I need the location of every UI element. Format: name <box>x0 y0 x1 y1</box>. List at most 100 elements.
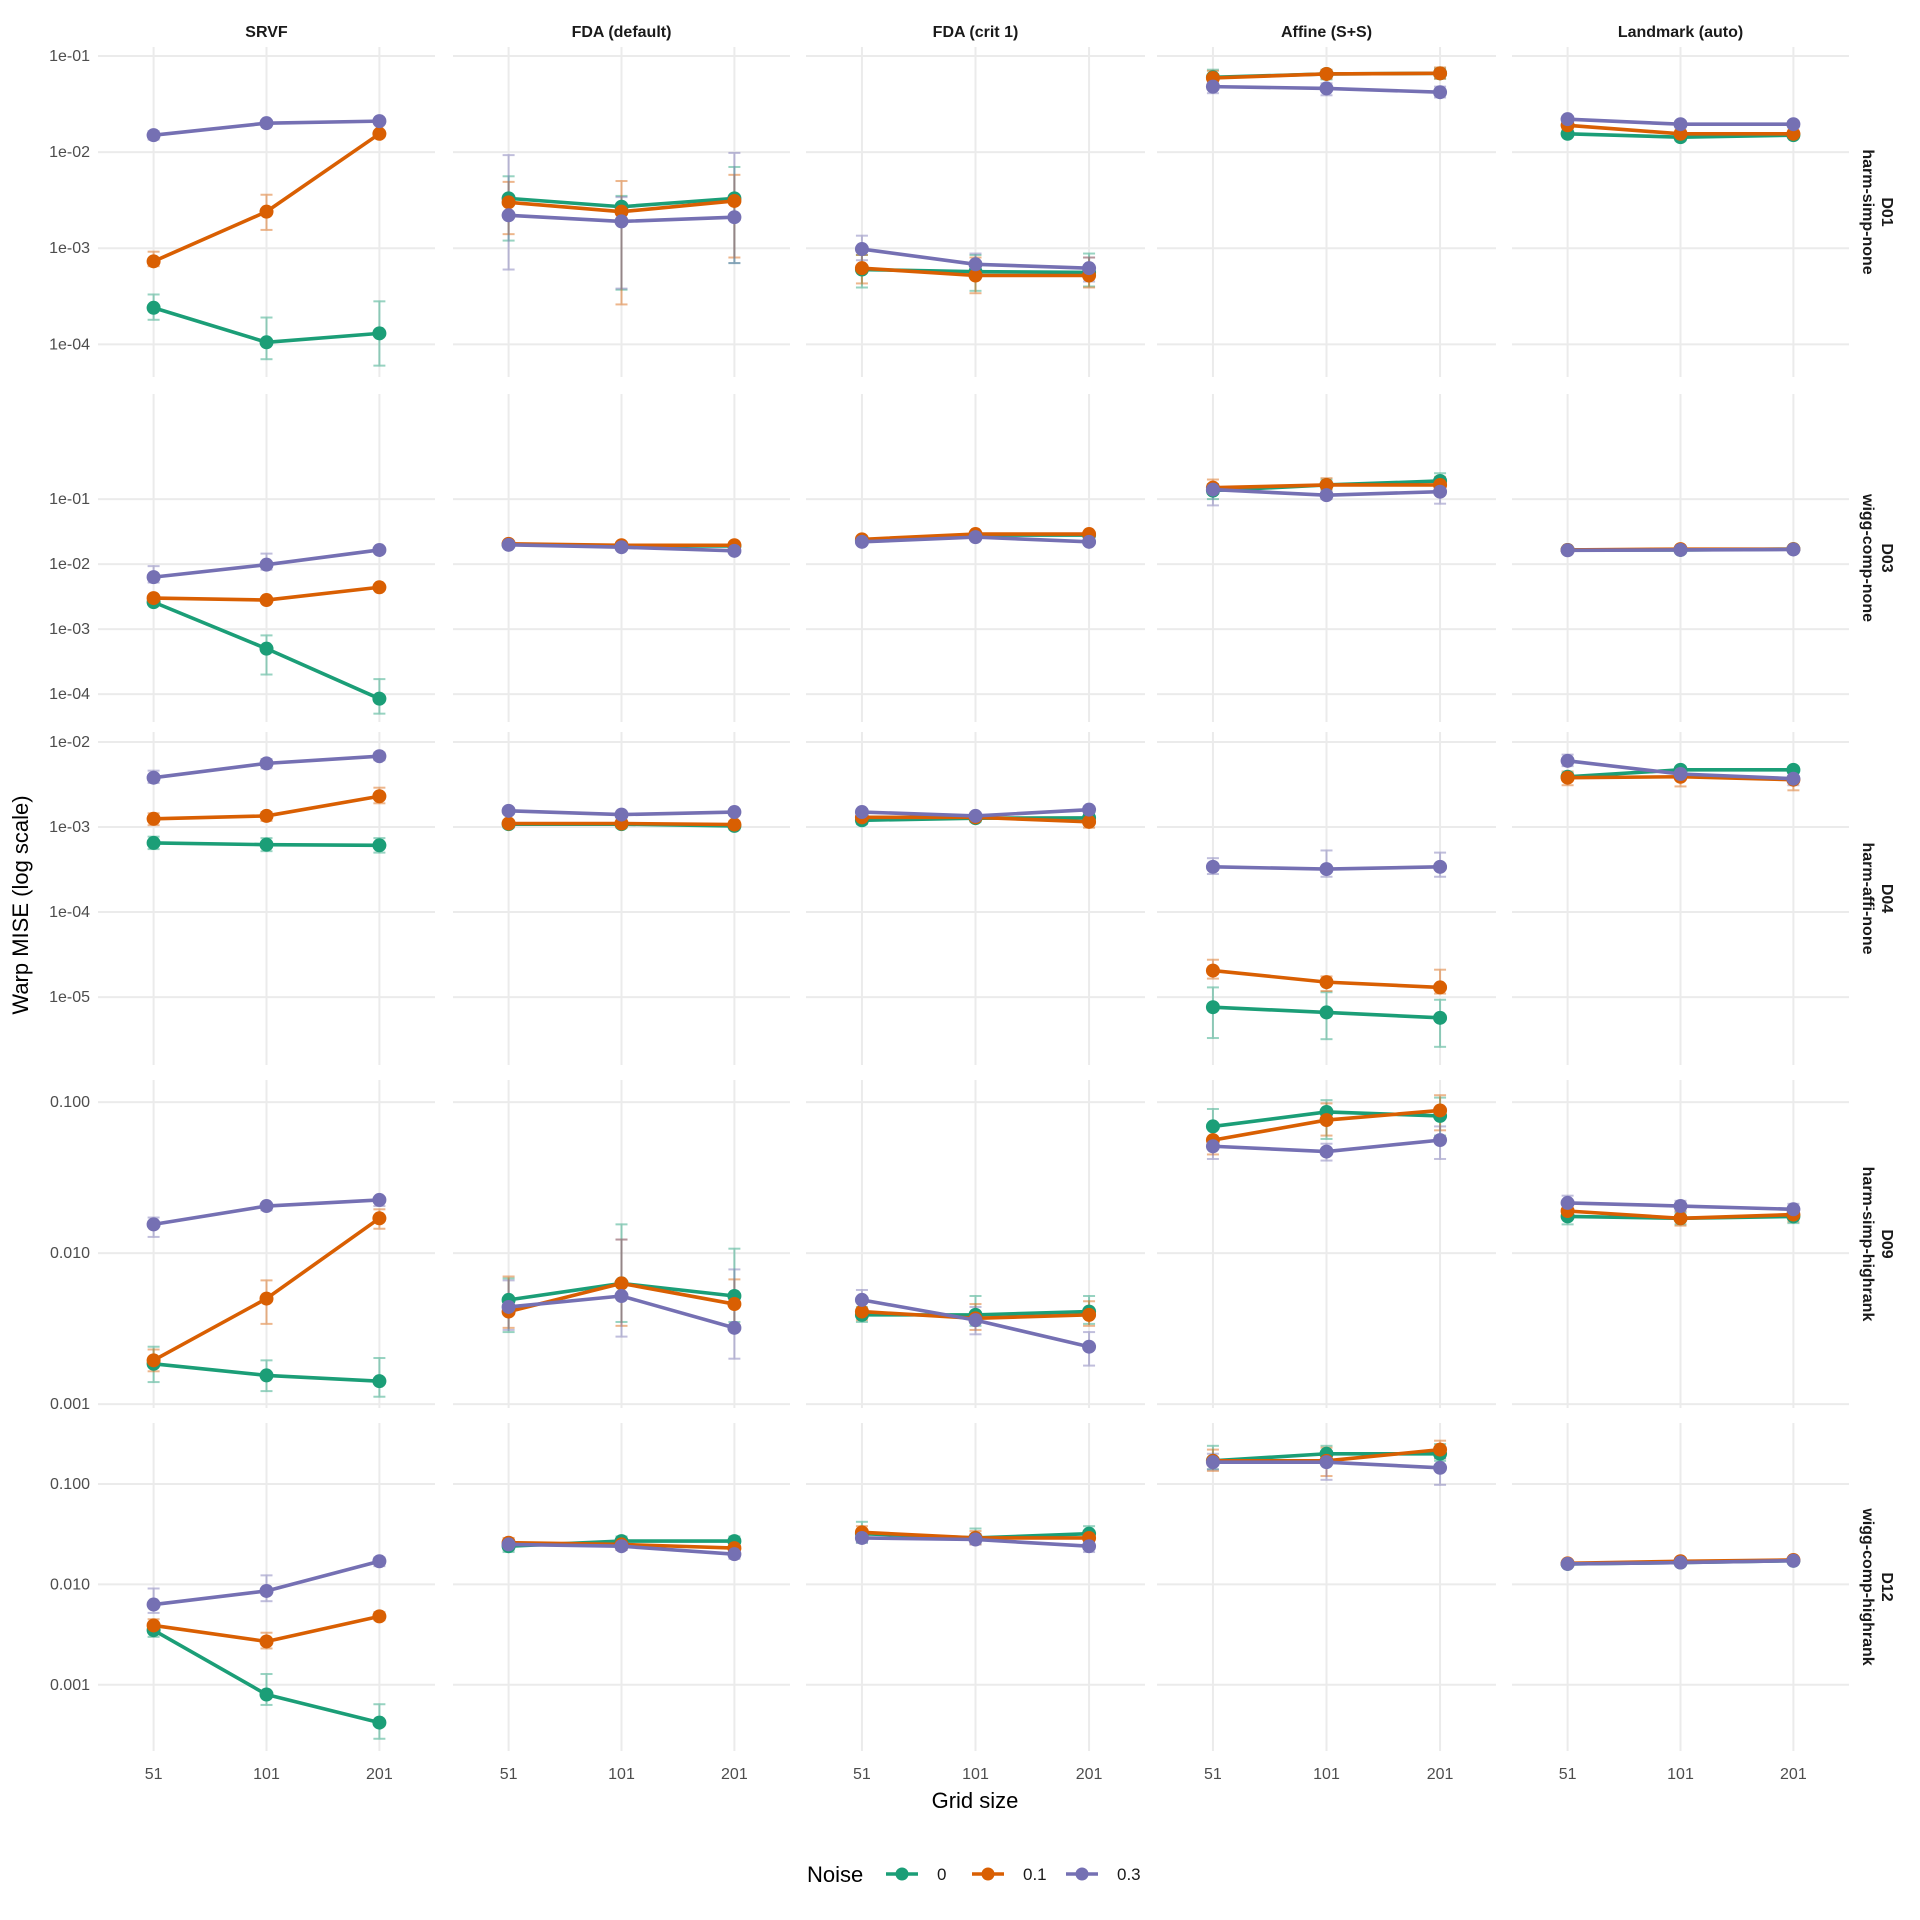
y-tick-label: 1e-03 <box>49 621 90 638</box>
panel-D01-0 <box>98 47 435 377</box>
data-point-noise-0.1 <box>1433 66 1448 81</box>
data-point-noise-0 <box>146 835 161 850</box>
panel-D03-3 <box>1157 394 1496 722</box>
y-axis-title: Warp MISE (log scale) <box>8 795 33 1014</box>
column-strip-label: FDA (default) <box>572 24 672 41</box>
data-point-noise-0.1 <box>501 195 516 210</box>
legend-label: 0.1 <box>1023 1865 1047 1884</box>
y-tick-label: 1e-04 <box>49 686 90 703</box>
panel-D03-1 <box>453 394 790 722</box>
panel-D01-4 <box>1512 47 1849 377</box>
data-point-noise-0.1 <box>146 1353 161 1368</box>
data-point-noise-0 <box>372 691 387 706</box>
data-point-noise-0.3 <box>372 1192 387 1207</box>
legend-point-key <box>895 1867 909 1881</box>
x-axis-title: Grid size <box>932 1788 1019 1813</box>
x-tick-label: 101 <box>253 1766 280 1783</box>
y-tick-label: 1e-01 <box>49 48 90 65</box>
data-point-noise-0.3 <box>727 543 742 558</box>
x-tick-label: 51 <box>853 1766 871 1783</box>
error-bar <box>728 1268 741 1360</box>
data-point-noise-0.3 <box>1673 542 1688 557</box>
data-point-noise-0.3 <box>1560 753 1575 768</box>
x-tick-label: 201 <box>366 1766 393 1783</box>
data-point-noise-0.1 <box>259 1634 274 1649</box>
data-point-noise-0.1 <box>1082 814 1097 829</box>
data-point-noise-0.3 <box>259 1199 274 1214</box>
y-tick-label: 0.001 <box>50 1677 90 1694</box>
data-point-noise-0.3 <box>968 1313 983 1328</box>
panel-D03-0 <box>98 394 435 722</box>
data-point-noise-0.3 <box>614 807 629 822</box>
data-point-noise-0.1 <box>259 204 274 219</box>
error-bar <box>615 1223 628 1323</box>
data-point-noise-0.3 <box>1560 1556 1575 1571</box>
data-point-noise-0.3 <box>1673 767 1688 782</box>
data-point-noise-0.3 <box>1205 1455 1220 1470</box>
data-point-noise-0.3 <box>1433 1133 1448 1148</box>
y-tick-label: 0.100 <box>50 1094 90 1111</box>
x-tick-label: 101 <box>1667 1766 1694 1783</box>
data-point-noise-0.3 <box>1082 261 1097 276</box>
row-strip-id: D09 <box>1878 1229 1895 1258</box>
data-point-noise-0.3 <box>501 537 516 552</box>
panel-D09-3 <box>1157 1080 1496 1408</box>
x-tick-label: 101 <box>962 1766 989 1783</box>
data-point-noise-0 <box>372 326 387 341</box>
panel-D09-1 <box>453 1080 790 1408</box>
data-point-noise-0.3 <box>727 210 742 225</box>
data-point-noise-0 <box>259 641 274 656</box>
data-point-noise-0.3 <box>1319 81 1334 96</box>
data-point-noise-0.3 <box>614 1289 629 1304</box>
data-point-noise-0.3 <box>1786 771 1801 786</box>
data-point-noise-0 <box>372 838 387 853</box>
y-tick-label: 1e-02 <box>49 556 90 573</box>
data-point-noise-0.1 <box>372 580 387 595</box>
y-tick-label: 1e-02 <box>49 144 90 161</box>
panel-D09-2 <box>806 1080 1145 1408</box>
legend-entry-0.3: 0.3 <box>1066 1865 1141 1884</box>
x-tick-label: 51 <box>1204 1766 1222 1783</box>
data-point-noise-0.1 <box>1673 1211 1688 1226</box>
data-point-noise-0.3 <box>372 749 387 764</box>
row-strip-name: harm-affi-none <box>1859 843 1876 955</box>
row-strip-name: harm-simp-none <box>1859 149 1876 274</box>
data-point-noise-0.3 <box>727 805 742 820</box>
data-point-noise-0 <box>259 1687 274 1702</box>
legend-entry-0.1: 0.1 <box>972 1865 1047 1884</box>
data-point-noise-0.1 <box>146 254 161 269</box>
data-point-noise-0.1 <box>1560 770 1575 785</box>
data-point-noise-0.3 <box>1082 1539 1097 1554</box>
data-point-noise-0.3 <box>854 534 869 549</box>
column-strip-label: SRVF <box>245 24 288 41</box>
data-point-noise-0.3 <box>146 128 161 143</box>
data-point-noise-0 <box>146 300 161 315</box>
data-point-noise-0.1 <box>1433 1103 1448 1118</box>
y-tick-label: 0.010 <box>50 1245 90 1262</box>
data-point-noise-0.3 <box>1082 802 1097 817</box>
data-point-noise-0.3 <box>1673 117 1688 132</box>
data-point-noise-0.1 <box>727 193 742 208</box>
data-point-noise-0.3 <box>372 1554 387 1569</box>
data-point-noise-0.3 <box>727 1547 742 1562</box>
data-point-noise-0.3 <box>259 756 274 771</box>
data-point-noise-0.3 <box>1560 112 1575 127</box>
data-point-noise-0.3 <box>968 1532 983 1547</box>
data-point-noise-0.3 <box>1433 484 1448 499</box>
data-point-noise-0.3 <box>501 1299 516 1314</box>
data-point-noise-0.3 <box>146 1217 161 1232</box>
data-point-noise-0.3 <box>1319 862 1334 877</box>
y-tick-label: 1e-03 <box>49 240 90 257</box>
data-point-noise-0.3 <box>1560 1195 1575 1210</box>
data-point-noise-0.3 <box>614 1539 629 1554</box>
data-point-noise-0 <box>1205 1000 1220 1015</box>
data-point-noise-0.3 <box>501 208 516 223</box>
legend-title: Noise <box>807 1862 863 1887</box>
data-point-noise-0.3 <box>1673 1555 1688 1570</box>
